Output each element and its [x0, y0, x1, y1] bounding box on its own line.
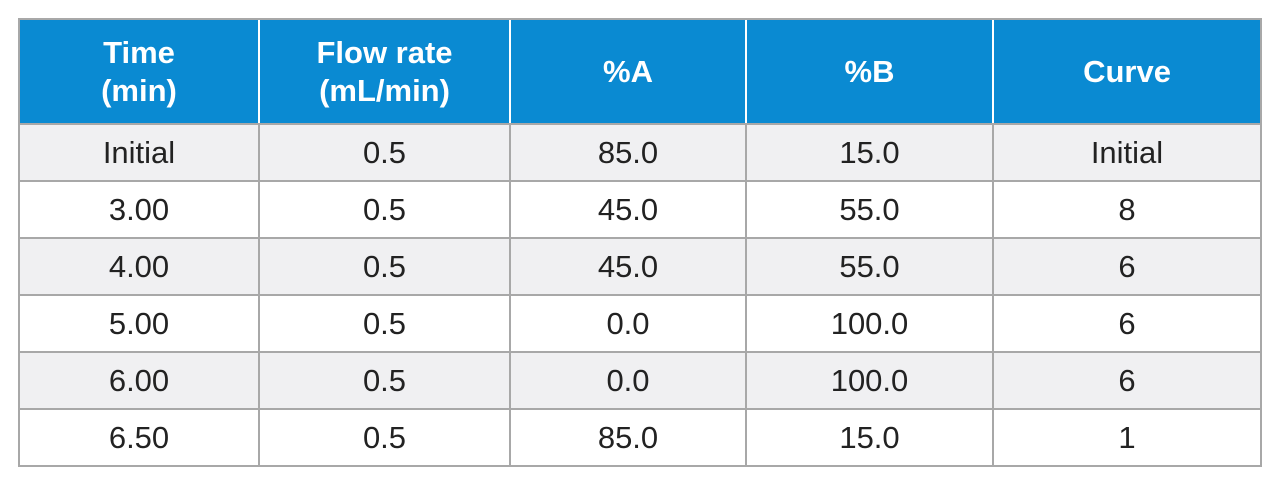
- cell-time: 6.50: [18, 408, 260, 467]
- header-percent-b-label: %B: [844, 53, 895, 89]
- header-row: Time (min) Flow rate (mL/min) %A %B Curv…: [18, 18, 1262, 125]
- cell-percent-b: 15.0: [745, 123, 994, 182]
- table-row: 4.00 0.5 45.0 55.0 6: [18, 237, 1262, 296]
- cell-flow-rate: 0.5: [258, 237, 511, 296]
- table-row: 3.00 0.5 45.0 55.0 8: [18, 180, 1262, 239]
- cell-percent-a: 85.0: [509, 123, 747, 182]
- cell-time: 5.00: [18, 294, 260, 353]
- header-time: Time (min): [18, 18, 259, 125]
- cell-percent-a: 0.0: [509, 294, 747, 353]
- header-curve-label: Curve: [1083, 53, 1171, 89]
- table-row: 6.00 0.5 0.0 100.0 6: [18, 351, 1262, 410]
- cell-curve: 6: [992, 351, 1262, 410]
- cell-percent-a: 45.0: [509, 180, 747, 239]
- gradient-table-container: Time (min) Flow rate (mL/min) %A %B Curv…: [18, 18, 1262, 467]
- cell-percent-b: 55.0: [745, 237, 994, 296]
- table-body: Initial 0.5 85.0 15.0 Initial 3.00 0.5 4…: [18, 123, 1262, 467]
- cell-curve: 1: [992, 408, 1262, 467]
- header-curve: Curve: [992, 18, 1262, 125]
- cell-percent-b: 15.0: [745, 408, 994, 467]
- cell-percent-b: 55.0: [745, 180, 994, 239]
- cell-percent-a: 45.0: [509, 237, 747, 296]
- cell-curve: Initial: [992, 123, 1262, 182]
- header-time-line-2: (min): [101, 72, 177, 108]
- cell-curve: 8: [992, 180, 1262, 239]
- header-percent-b: %B: [745, 18, 993, 125]
- table-header: Time (min) Flow rate (mL/min) %A %B Curv…: [18, 18, 1262, 125]
- header-flow-rate-line-1: Flow rate: [316, 34, 453, 70]
- table-row: 6.50 0.5 85.0 15.0 1: [18, 408, 1262, 467]
- cell-percent-a: 85.0: [509, 408, 747, 467]
- header-time-line-1: Time: [103, 34, 175, 70]
- cell-curve: 6: [992, 237, 1262, 296]
- header-percent-a: %A: [509, 18, 746, 125]
- cell-percent-b: 100.0: [745, 351, 994, 410]
- header-percent-a-label: %A: [603, 53, 653, 89]
- cell-curve: 6: [992, 294, 1262, 353]
- cell-time: 3.00: [18, 180, 260, 239]
- cell-time: 4.00: [18, 237, 260, 296]
- header-flow-rate: Flow rate (mL/min): [258, 18, 510, 125]
- cell-flow-rate: 0.5: [258, 351, 511, 410]
- cell-flow-rate: 0.5: [258, 180, 511, 239]
- table-row: 5.00 0.5 0.0 100.0 6: [18, 294, 1262, 353]
- header-flow-rate-line-2: (mL/min): [319, 72, 450, 108]
- cell-percent-a: 0.0: [509, 351, 747, 410]
- table-row: Initial 0.5 85.0 15.0 Initial: [18, 123, 1262, 182]
- cell-time: Initial: [18, 123, 260, 182]
- cell-flow-rate: 0.5: [258, 123, 511, 182]
- cell-flow-rate: 0.5: [258, 408, 511, 467]
- cell-time: 6.00: [18, 351, 260, 410]
- gradient-table: Time (min) Flow rate (mL/min) %A %B Curv…: [18, 18, 1262, 467]
- cell-percent-b: 100.0: [745, 294, 994, 353]
- cell-flow-rate: 0.5: [258, 294, 511, 353]
